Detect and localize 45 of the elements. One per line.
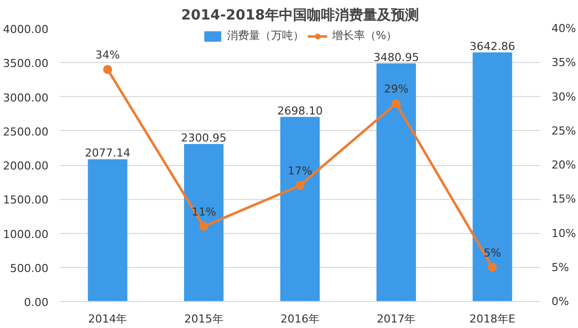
x-tick-label: 2017年 <box>376 312 416 326</box>
y-tick-label: 4000.00 <box>3 23 49 36</box>
y2-tick-label: 15% <box>552 192 576 206</box>
bar <box>280 116 320 302</box>
data-label: 2077.14 <box>84 146 130 160</box>
legend-label: 增长率（%） <box>332 28 398 43</box>
bar <box>184 144 224 302</box>
data-label: 5% <box>484 246 502 260</box>
y2-tick-label: 30% <box>552 90 576 104</box>
y2-tick-label: 10% <box>552 226 576 240</box>
y2-tick-label: 25% <box>552 124 576 138</box>
data-label: 2300.95 <box>181 131 227 144</box>
data-label: 2698.10 <box>277 104 323 118</box>
data-label: 17% <box>288 164 312 178</box>
point <box>488 262 497 272</box>
bar <box>472 52 512 302</box>
point <box>392 99 401 108</box>
data-label: 29% <box>384 82 408 96</box>
y-tick-label: 3500.00 <box>3 57 49 70</box>
y2-tick-label: 5% <box>552 260 569 274</box>
y-tick-label: 2000.00 <box>3 160 49 172</box>
x-tick-label: 2015年 <box>184 312 224 326</box>
y-tick-label: 2500.00 <box>3 125 49 138</box>
data-label: 3480.95 <box>373 50 419 64</box>
y-tick-label: 3000.00 <box>3 91 49 104</box>
y-tick-label: 500.00 <box>10 262 49 275</box>
y-tick-label: 1500.00 <box>3 194 49 207</box>
data-label: 34% <box>95 48 120 62</box>
point <box>199 222 208 231</box>
y2-tick-label: 20% <box>552 158 576 172</box>
y2-tick-label: 0% <box>552 295 569 308</box>
bar <box>88 159 128 302</box>
chart-title: 2014-2018年中国咖啡消费量及预测 <box>181 8 419 24</box>
x-tick-label: 2014年 <box>88 312 128 326</box>
x-tick-label: 2018年E <box>469 312 516 326</box>
bar <box>376 63 416 302</box>
y2-tick-label: 35% <box>552 56 576 70</box>
y2-tick-label: 40% <box>552 22 576 35</box>
data-label: 3642.86 <box>470 40 516 53</box>
y-tick-label: 0.00 <box>24 296 49 309</box>
point <box>103 64 112 74</box>
legend-label: 消费量（万吨） <box>226 28 304 43</box>
x-tick-label: 2016年 <box>280 312 320 326</box>
point <box>296 180 304 190</box>
y-tick-label: 1000.00 <box>3 228 49 241</box>
